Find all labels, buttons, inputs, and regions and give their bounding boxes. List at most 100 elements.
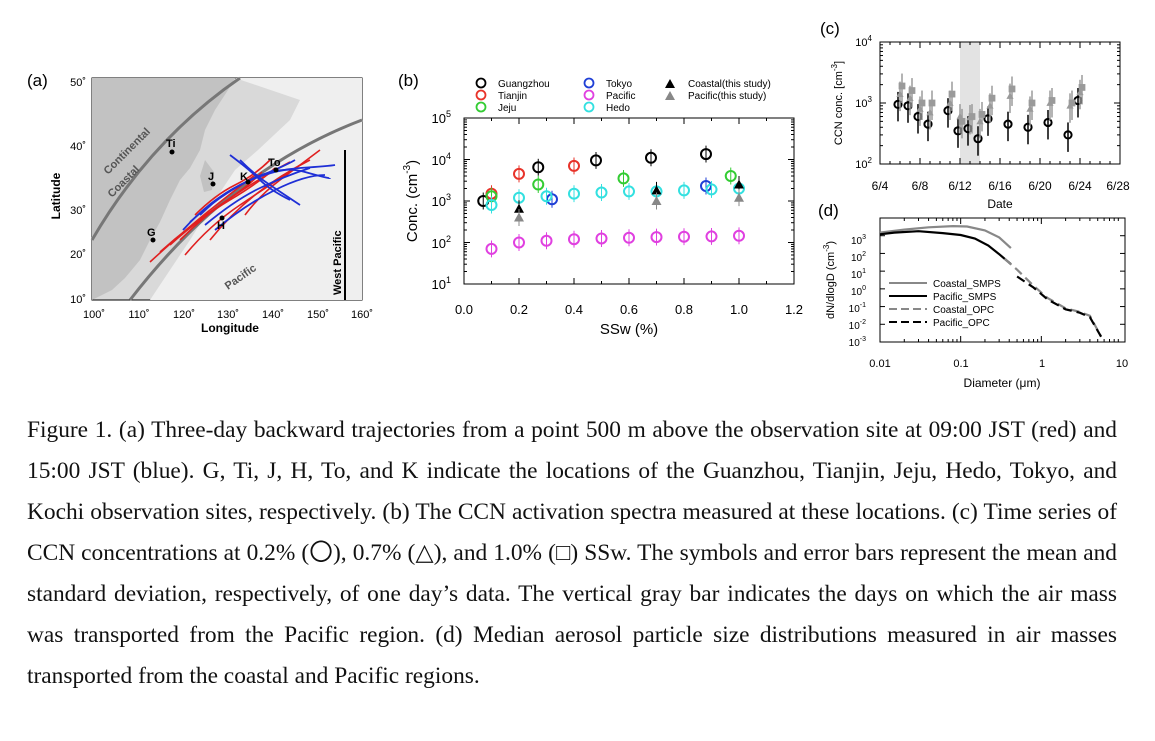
panel-d-label: (d) <box>818 201 839 220</box>
legend-pacific-opc: Pacific_OPC <box>933 318 990 329</box>
c-point-square <box>908 87 916 94</box>
d-data-marks <box>879 224 1103 338</box>
d-ytick: 102 <box>851 251 866 264</box>
panel-c: (c) 6/4 6/8 6/12 6/16 6/20 6/24 6/28 102… <box>820 19 1130 211</box>
b-xtick: 0.8 <box>675 302 693 317</box>
b-point-pacific <box>485 242 498 255</box>
a-xtick: 140˚ <box>262 309 284 321</box>
panel-a-label: (a) <box>27 71 48 90</box>
d-line-coastal-opc <box>1003 257 1103 338</box>
legend-coastal-study-marker <box>665 79 675 88</box>
c-point-circle <box>983 114 993 124</box>
c-xtick: 6/12 <box>948 179 972 193</box>
site-h-label: H <box>217 220 225 232</box>
c-axis-ticks <box>879 42 1121 165</box>
figure-1: (a) Continental Coastal Pacific West Pac… <box>27 19 1130 390</box>
d-ytick: 10-1 <box>849 302 866 315</box>
b-point-hedo <box>540 190 553 203</box>
site-j-dot <box>210 181 216 187</box>
d-line-coastal-smps <box>879 224 1012 249</box>
legend-pacific-study-marker <box>665 91 675 100</box>
c-point-square <box>1028 99 1036 107</box>
a-xtick: 100˚ <box>83 309 105 321</box>
panel-a: (a) Continental Coastal Pacific West Pac… <box>27 71 373 335</box>
b-point-pacific <box>595 232 608 245</box>
b-xtick: 0.4 <box>565 302 583 317</box>
b-point-hedo <box>623 185 635 198</box>
b-ylabel: Conc. (cm-3) <box>402 160 421 242</box>
d-xtick: 0.01 <box>869 358 890 370</box>
b-plot-frame <box>463 117 795 285</box>
c-point-circle <box>893 99 903 109</box>
d-legend: Coastal_SMPS Pacific_SMPS Coastal_OPC Pa… <box>889 279 1001 329</box>
c-ytick: 103 <box>855 95 872 110</box>
b-point-pacific <box>513 236 525 249</box>
b-point-hedo <box>595 186 608 199</box>
legend-pacific: Pacific <box>606 91 635 102</box>
b-point-guangzhou <box>700 148 712 161</box>
b-xtick: 1.0 <box>730 302 748 317</box>
legend-jeju: Jeju <box>498 103 516 114</box>
c-point-square <box>918 99 926 107</box>
b-point-jeju <box>617 172 630 185</box>
legend-coastal-smps: Coastal_SMPS <box>933 279 1001 290</box>
legend-guangzhou-marker <box>475 77 487 89</box>
panel-b-label: (b) <box>398 71 419 90</box>
d-ytick: 10-3 <box>849 336 866 349</box>
b-point-coastalthisstudy <box>651 185 662 195</box>
a-ylabel: Latitude <box>49 172 63 219</box>
figure-caption: Figure 1. (a) Three-day backward traject… <box>27 410 1117 697</box>
c-xtick: 6/24 <box>1068 179 1092 193</box>
site-to-label: To <box>268 157 281 169</box>
d-xtick: 0.1 <box>953 358 968 370</box>
d-ytick: 100 <box>851 285 866 298</box>
c-xtick: 6/16 <box>988 179 1012 193</box>
d-ytick: 101 <box>851 268 866 281</box>
a-xtick: 120˚ <box>173 309 195 321</box>
b-axis-ticks <box>463 118 795 285</box>
land-mass <box>92 78 235 300</box>
c-point-square <box>968 113 976 120</box>
b-point-pacific <box>623 231 635 244</box>
site-g-dot <box>150 237 156 243</box>
c-data-marks <box>893 73 1086 156</box>
d-ylabel: dN/dlogD (cm-3) <box>822 241 837 319</box>
a-ytick: 50˚ <box>70 77 86 89</box>
a-ytick: 30˚ <box>70 205 86 217</box>
d-xlabel: Diameter (μm) <box>964 376 1041 390</box>
b-point-jeju <box>724 170 737 183</box>
b-point-guangzhou <box>532 161 545 174</box>
d-ytick: 103 <box>851 234 866 247</box>
c-ytick: 102 <box>855 156 872 171</box>
b-point-guangzhou <box>590 154 602 167</box>
b-point-pacific <box>568 233 580 246</box>
legend-hedo: Hedo <box>606 103 630 114</box>
panel-a-xticks: 100˚ 110˚ 120˚ 130˚ 140˚ 150˚ 160˚ <box>83 309 373 321</box>
d-xtick: 1 <box>1039 358 1045 370</box>
b-ytick: 101 <box>432 275 451 292</box>
c-point-square <box>978 111 986 118</box>
panel-b: (b) 0.0 0.2 0.4 0.6 0.8 1.0 1.2 101 102 … <box>398 71 803 338</box>
b-point-guangzhou <box>645 151 657 164</box>
b-point-pacificthisstudy <box>651 196 662 205</box>
site-k-label: K <box>240 171 248 183</box>
a-xtick: 150˚ <box>307 309 329 321</box>
b-yticklabels: 101 102 103 104 105 <box>432 109 451 292</box>
c-point-square <box>898 82 906 90</box>
legend-tokyo: Tokyo <box>606 79 633 90</box>
region-west-pacific: West Pacific <box>332 230 344 295</box>
a-xtick: 110˚ <box>128 309 149 321</box>
c-shaded-region <box>960 42 980 164</box>
site-g-label: G <box>147 227 156 239</box>
site-markers: Ti J K To H G <box>147 138 281 243</box>
d-ytick: 10-2 <box>849 319 866 332</box>
a-ytick: 40˚ <box>70 141 86 153</box>
legend-tianjin: Tianjin <box>498 91 527 102</box>
legend-tianjin-marker <box>475 89 487 101</box>
a-xlabel: Longitude <box>201 321 259 335</box>
legend-guangzhou: Guangzhou <box>498 79 550 90</box>
b-legend: Guangzhou Tianjin Jeju Tokyo Pacific Hed… <box>475 77 771 114</box>
b-ytick: 103 <box>432 192 451 209</box>
b-point-coastalthisstudy <box>514 203 524 213</box>
site-ti-label: Ti <box>166 138 176 150</box>
